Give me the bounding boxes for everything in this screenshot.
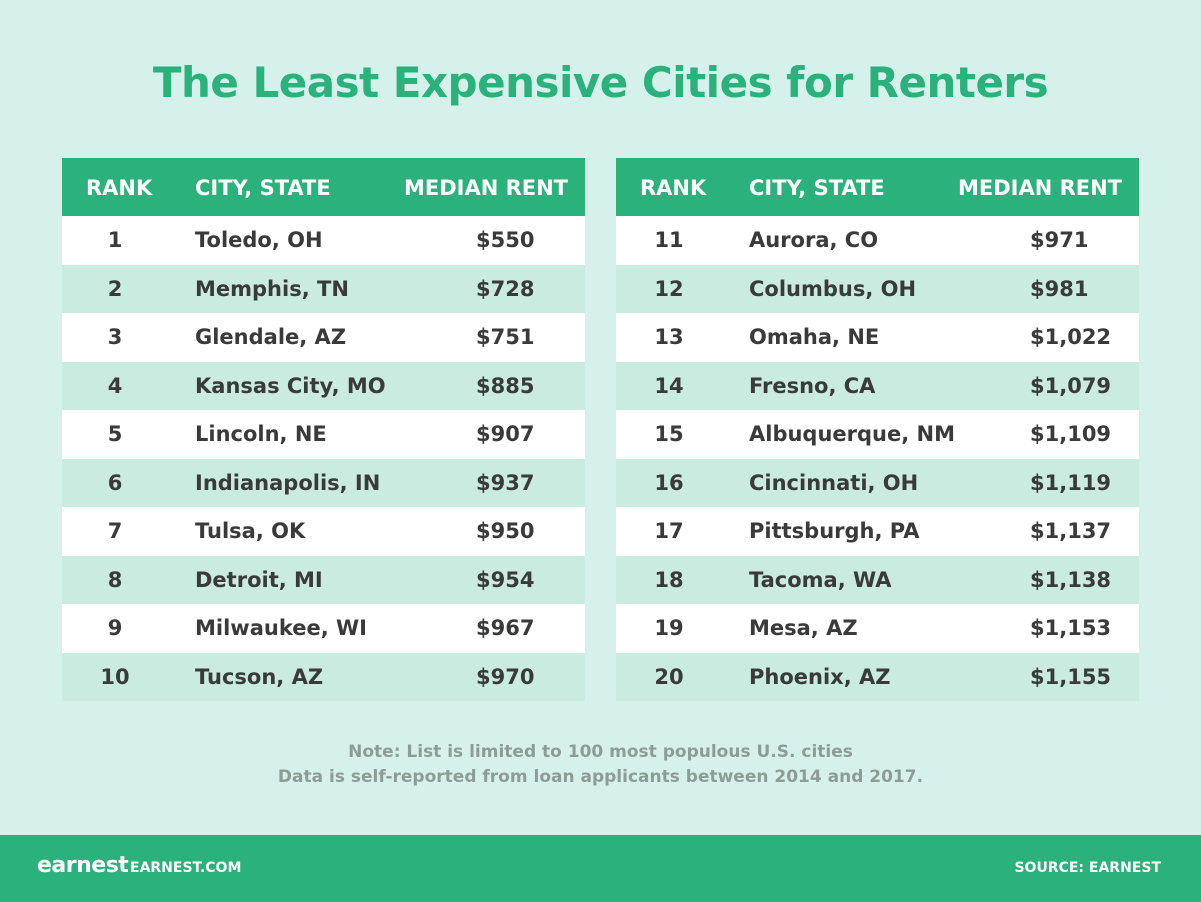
cell: 19 [654, 616, 684, 640]
cell: Lincoln, NE [195, 422, 327, 446]
cell: $950 [476, 519, 535, 543]
table-row: 7 Tulsa, OK $950 [62, 507, 585, 556]
cell: Columbus, OH [749, 276, 917, 301]
cell: Albuquerque, NM [749, 422, 956, 446]
cell: Indianapolis, IN [195, 470, 381, 495]
header-cell: MEDIAN RENT [403, 176, 568, 200]
cell: 1 [107, 228, 123, 252]
cell: Kansas City, MO [195, 373, 386, 398]
cell: $970 [476, 664, 535, 689]
cell: $1,022 [1030, 325, 1112, 349]
table-row: 11 Aurora, CO $971 [616, 216, 1139, 265]
cell: Memphis, TN [195, 276, 349, 301]
table-row: 16 Cincinnati, OH $1,119 [616, 458, 1139, 507]
cell: 10 [100, 664, 130, 689]
table-row: 9 Milwaukee, WI $967 [62, 604, 585, 653]
cell: 6 [107, 470, 123, 495]
header-cell: CITY, STATE [195, 176, 331, 200]
cell: $1,153 [1030, 616, 1112, 640]
cell: 18 [654, 567, 684, 592]
table-row: 3 Glendale, AZ $751 [62, 313, 585, 362]
table-row: 12 Columbus, OH $981 [616, 264, 1139, 313]
cell: $751 [476, 325, 535, 349]
logo: earnest [37, 853, 129, 878]
table-row: 15 Albuquerque, NM $1,109 [616, 410, 1139, 459]
cell: 16 [654, 470, 684, 495]
cell: Cincinnati, OH [749, 470, 919, 495]
cell: 7 [107, 519, 123, 543]
table-row: 14 Fresno, CA $1,079 [616, 361, 1139, 410]
cell: 20 [654, 664, 684, 689]
table-row: 6 Indianapolis, IN $937 [62, 458, 585, 507]
table-row: 8 Detroit, MI $954 [62, 555, 585, 604]
note: Note: List is limited to 100 most populo… [348, 742, 853, 762]
table-row: 17 Pittsburgh, PA $1,137 [616, 507, 1139, 556]
header-cell: MEDIAN RENT [957, 176, 1122, 200]
cell: $967 [476, 616, 535, 640]
cell: 14 [654, 373, 684, 398]
cell: 12 [654, 276, 684, 301]
cell: 15 [654, 422, 684, 446]
title: The Least Expensive Cities for Renters [152, 58, 1049, 107]
table: RANK CITY, STATE MEDIAN RENT 1 Toledo, OH $55… [62, 158, 585, 701]
cell: 5 [107, 422, 123, 446]
cell: Toledo, OH [195, 228, 323, 252]
cell: 17 [654, 519, 684, 543]
cell: $1,155 [1030, 664, 1112, 689]
table-row: 4 Kansas City, MO $885 [62, 361, 585, 410]
site: EARNEST.COM [130, 860, 242, 876]
cell: $971 [1030, 228, 1089, 252]
cell: Tacoma, WA [749, 567, 892, 592]
cell: Pittsburgh, PA [749, 519, 920, 543]
header-cell: RANK [86, 176, 153, 200]
footer: earnest EARNEST.COM SOURCE: EARNEST [0, 835, 1201, 902]
cell: $550 [476, 228, 535, 252]
cell: $954 [476, 567, 535, 592]
cell: 2 [107, 276, 123, 301]
table-row: 19 Mesa, AZ $1,153 [616, 604, 1139, 653]
table-header: RANK CITY, STATE MEDIAN RENT [62, 158, 585, 216]
cell: Milwaukee, WI [195, 616, 367, 640]
table-header: RANK CITY, STATE MEDIAN RENT [616, 158, 1139, 216]
cell: Omaha, NE [749, 325, 880, 349]
cell: $1,119 [1030, 470, 1112, 495]
cell: 9 [107, 616, 123, 640]
table-row: 18 Tacoma, WA $1,138 [616, 555, 1139, 604]
table-row: 1 Toledo, OH $550 [62, 216, 585, 265]
cell: $907 [476, 422, 535, 446]
table-row: 10 Tucson, AZ $970 [62, 652, 585, 701]
cell: Tucson, AZ [195, 664, 324, 689]
table: RANK CITY, STATE MEDIAN RENT 11 Aurora, CO $9… [616, 158, 1139, 701]
source: SOURCE: EARNEST [1014, 860, 1161, 876]
cell: $1,138 [1030, 567, 1112, 592]
cell: Mesa, AZ [749, 616, 858, 640]
cell: Phoenix, AZ [749, 664, 891, 689]
cell: Glendale, AZ [195, 325, 347, 349]
cell: 4 [107, 373, 123, 398]
cell: Fresno, CA [749, 373, 876, 398]
header-cell: CITY, STATE [749, 176, 885, 200]
table-row: 2 Memphis, TN $728 [62, 264, 585, 313]
cell: Detroit, MI [195, 567, 323, 592]
table-row: 13 Omaha, NE $1,022 [616, 313, 1139, 362]
cell: $981 [1030, 276, 1089, 301]
cell: 3 [107, 325, 123, 349]
cell: 13 [654, 325, 684, 349]
note: Data is self-reported from loan applican… [277, 767, 924, 787]
cell: $885 [476, 373, 535, 398]
table-row: 20 Phoenix, AZ $1,155 [616, 652, 1139, 701]
cell: $1,079 [1030, 373, 1112, 398]
cell: 11 [654, 228, 684, 252]
cell: $1,109 [1030, 422, 1112, 446]
cell: $728 [476, 276, 535, 301]
cell: $1,137 [1030, 519, 1112, 543]
cell: Tulsa, OK [195, 519, 306, 543]
cell: 8 [107, 567, 123, 592]
table-row: 5 Lincoln, NE $907 [62, 410, 585, 459]
cell: $937 [476, 470, 535, 495]
cell: Aurora, CO [749, 228, 879, 252]
header-cell: RANK [640, 176, 707, 200]
